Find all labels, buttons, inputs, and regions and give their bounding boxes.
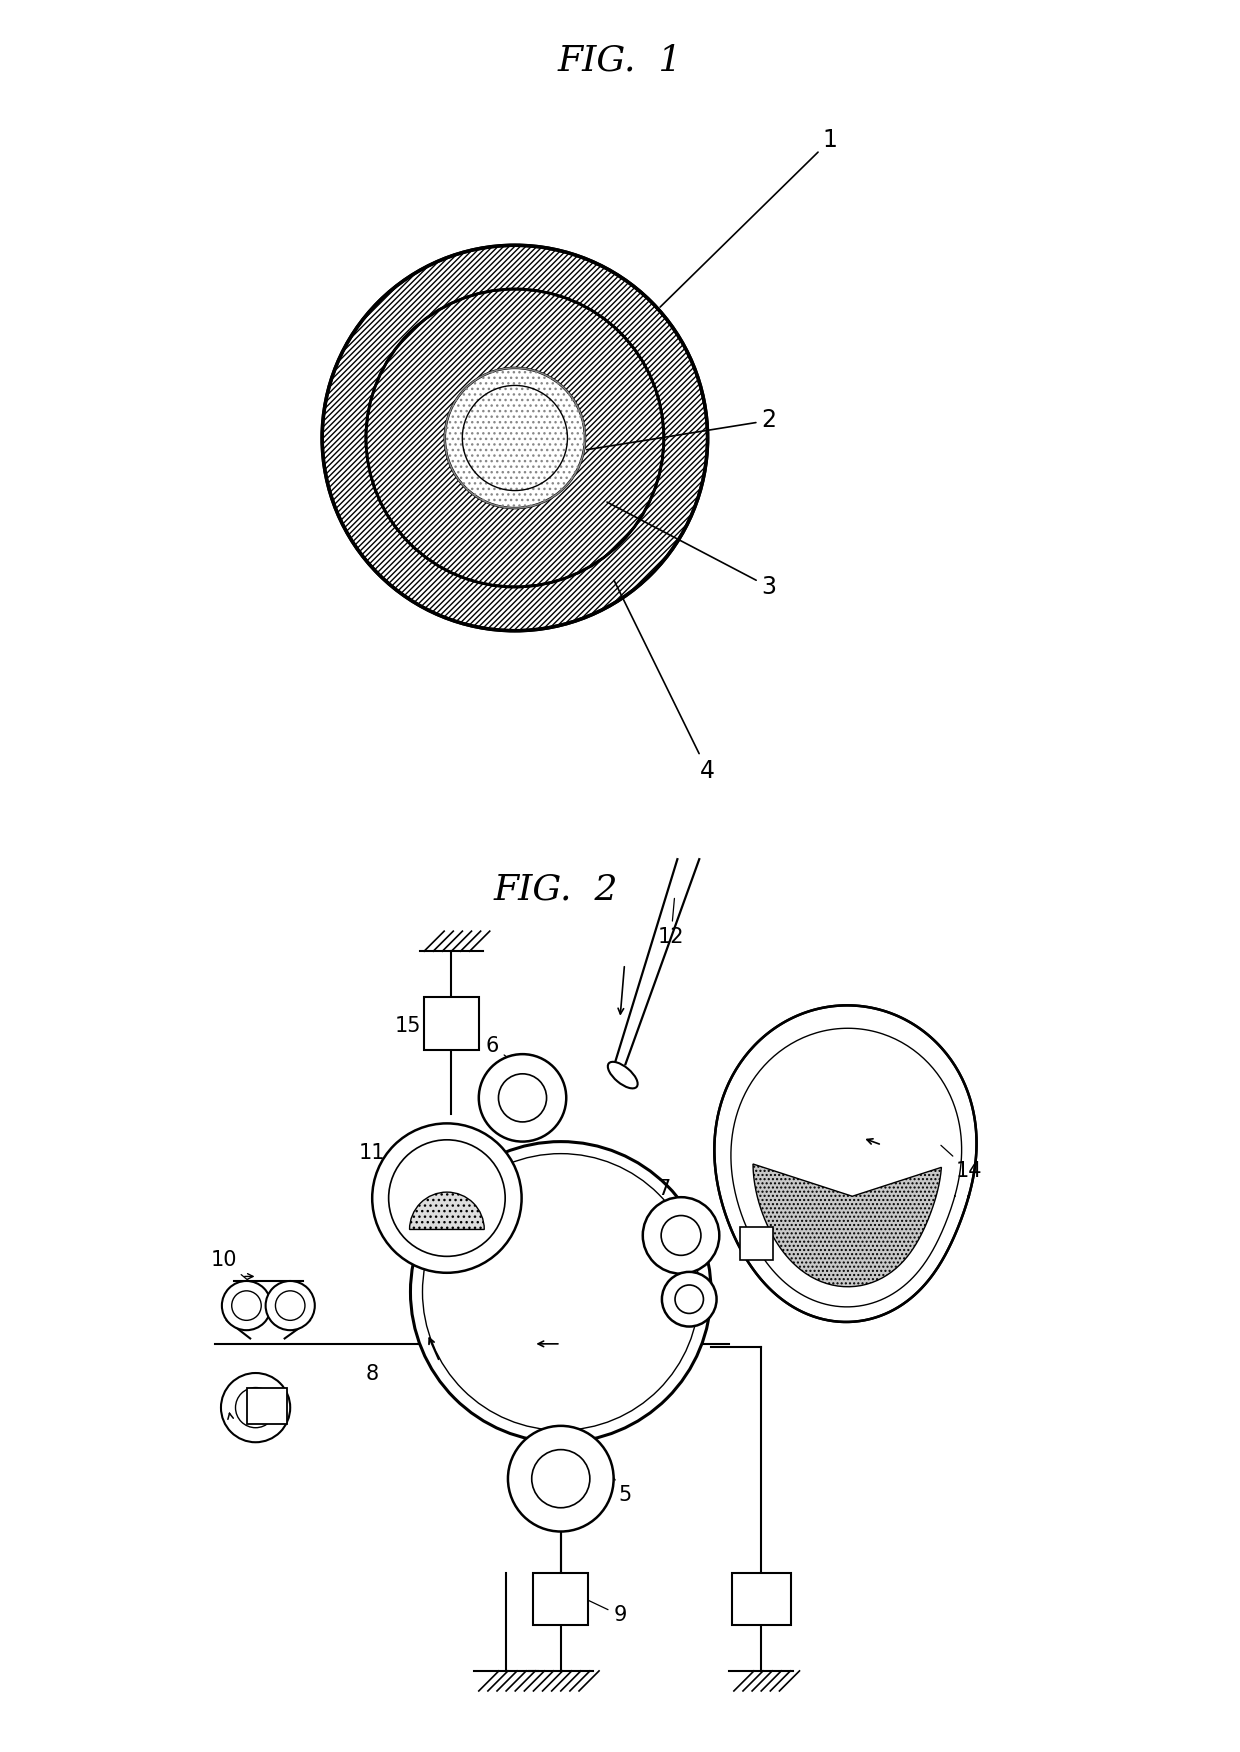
Text: 2: 2 — [587, 408, 776, 450]
Circle shape — [388, 1141, 505, 1256]
Circle shape — [642, 1197, 719, 1274]
Circle shape — [232, 1291, 262, 1321]
Circle shape — [445, 368, 585, 508]
Circle shape — [372, 1123, 522, 1272]
Circle shape — [366, 289, 663, 587]
Text: 8: 8 — [366, 1363, 378, 1384]
Text: 10: 10 — [211, 1249, 249, 1281]
Bar — [740, 1226, 773, 1260]
Circle shape — [508, 1426, 614, 1531]
Bar — [732, 1573, 791, 1626]
Bar — [248, 1388, 288, 1424]
Circle shape — [662, 1272, 717, 1326]
Circle shape — [479, 1055, 567, 1142]
Circle shape — [221, 1374, 290, 1442]
Text: 15: 15 — [394, 1016, 427, 1035]
Text: 5: 5 — [610, 1472, 632, 1505]
Text: 11: 11 — [358, 1142, 399, 1172]
Text: 6: 6 — [486, 1035, 511, 1060]
Circle shape — [275, 1291, 305, 1321]
Circle shape — [532, 1449, 590, 1508]
Text: 7: 7 — [657, 1179, 672, 1207]
Circle shape — [498, 1074, 547, 1121]
Wedge shape — [409, 1191, 485, 1230]
Bar — [533, 1573, 588, 1626]
Circle shape — [236, 1388, 275, 1428]
Text: 12: 12 — [657, 899, 684, 946]
Circle shape — [661, 1216, 701, 1256]
Polygon shape — [714, 1006, 977, 1323]
Circle shape — [265, 1281, 315, 1330]
Ellipse shape — [608, 1062, 637, 1088]
Text: 9: 9 — [588, 1600, 626, 1626]
Text: 4: 4 — [614, 580, 715, 783]
Polygon shape — [753, 1163, 941, 1286]
Text: 3: 3 — [608, 503, 776, 599]
Circle shape — [410, 1142, 711, 1442]
Text: 14: 14 — [941, 1146, 982, 1181]
Bar — [424, 997, 479, 1049]
Circle shape — [423, 1153, 699, 1430]
Text: FIG.  1: FIG. 1 — [558, 44, 682, 77]
Circle shape — [675, 1284, 703, 1314]
Circle shape — [222, 1281, 272, 1330]
Text: 1: 1 — [660, 128, 838, 307]
Circle shape — [322, 245, 708, 631]
Text: FIG.  2: FIG. 2 — [494, 872, 619, 908]
